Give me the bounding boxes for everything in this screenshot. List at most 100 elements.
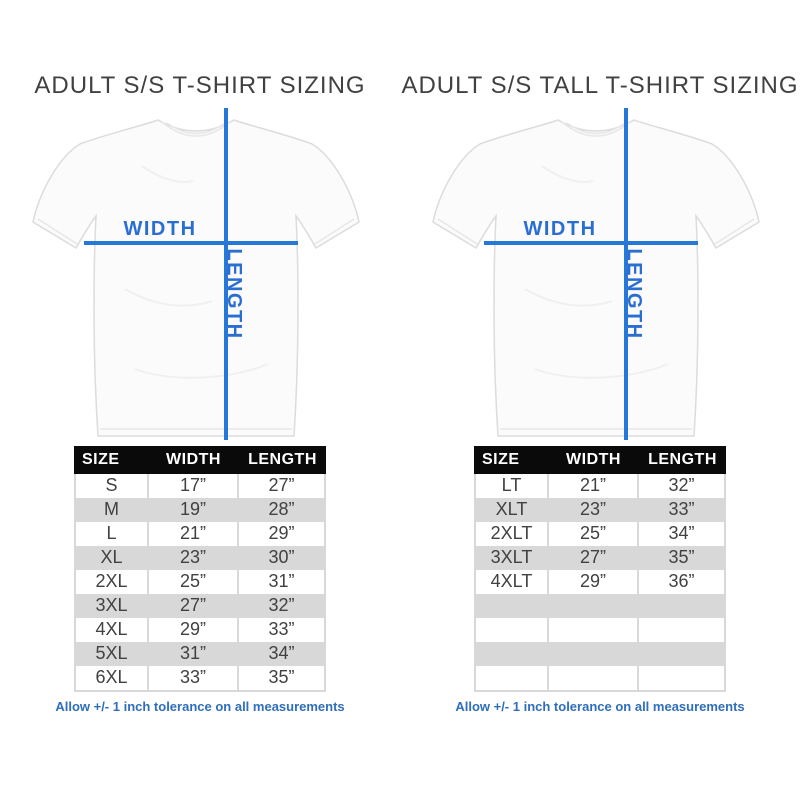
table-row: [476, 665, 724, 690]
panel-title: ADULT S/S T-SHIRT SIZING: [34, 72, 366, 99]
table-cell: 27”: [239, 473, 324, 498]
table-cell: 34”: [639, 521, 724, 546]
wrinkle: [541, 164, 594, 183]
table-row: L 21” 29”: [76, 521, 324, 546]
table-cell: 25”: [549, 521, 637, 546]
column-header-width: WIDTH: [566, 450, 621, 468]
length-label: LENGTH: [623, 248, 645, 339]
table-cell: LT: [476, 473, 547, 498]
wrinkle: [141, 164, 194, 183]
tall-sizing-panel: ADULT S/S TALL T-SHIRT SIZING WIDTH LENG…: [400, 72, 800, 714]
wrinkle: [124, 287, 213, 307]
table-cell: 29”: [549, 569, 637, 594]
table-cell: 28”: [268, 499, 295, 520]
right-sleeve-seam: [714, 217, 755, 245]
table-cell: 32”: [268, 595, 295, 616]
table-cell: 33”: [239, 617, 324, 642]
width-label: WIDTH: [523, 218, 596, 240]
table-cell: [476, 665, 547, 690]
table-cell: 35”: [239, 665, 324, 690]
table-cell: [639, 594, 724, 618]
column-header-size: SIZE: [82, 450, 120, 468]
table-row: 5XL 31” 34”: [76, 642, 324, 666]
size-table: SIZE WIDTH LENGTH LT 21” 32” XLT 23” 33” 2XLT 2…: [474, 445, 726, 692]
table-cell: 30”: [268, 547, 295, 568]
table-row: XLT 23” 33”: [476, 498, 724, 522]
tshirt-body: [32, 118, 360, 437]
column-header-length: LENGTH: [648, 450, 717, 468]
table-row: XL 23” 30”: [76, 546, 324, 570]
table-row: 6XL 33” 35”: [76, 665, 324, 690]
wrinkle: [524, 287, 613, 307]
table-row: 4XL 29” 33”: [76, 617, 324, 642]
tolerance-note: Allow +/- 1 inch tolerance on all measur…: [455, 698, 745, 714]
wrinkle: [534, 362, 669, 379]
table-row: LT 21” 32”: [476, 473, 724, 498]
tolerance-note: Allow +/- 1 inch tolerance on all measur…: [55, 698, 345, 714]
column-header-width: WIDTH: [166, 450, 221, 468]
table-header-row: SIZE WIDTH LENGTH: [474, 445, 726, 474]
column-header-length: LENGTH: [248, 450, 317, 468]
table-cell: [639, 642, 724, 666]
table-row: [476, 642, 724, 666]
size-chart-page: ADULT S/S T-SHIRT SIZING WIDTH LENGTH S: [0, 72, 800, 714]
table-cell: [549, 594, 637, 618]
table-cell: [476, 594, 547, 618]
table-cell: 6XL: [76, 665, 147, 690]
table-cell: S: [76, 473, 147, 498]
table-row: [476, 594, 724, 618]
tshirt-diagram: WIDTH LENGTH: [30, 104, 370, 444]
table-cell: 36”: [639, 569, 724, 594]
table-row: S 17” 27”: [76, 473, 324, 498]
collar-ribbing: [161, 121, 231, 137]
regular-sizing-panel: ADULT S/S T-SHIRT SIZING WIDTH LENGTH S: [0, 72, 400, 714]
table-cell: 35”: [668, 547, 695, 568]
table-cell: XLT: [495, 499, 528, 520]
table-cell: 25”: [149, 569, 237, 594]
table-cell: [639, 617, 724, 642]
tshirt-illustration: WIDTH LENGTH: [432, 107, 760, 440]
length-label: LENGTH: [223, 248, 245, 339]
table-cell: [549, 617, 637, 642]
table-cell: 33”: [149, 665, 237, 690]
left-sleeve-seam: [37, 217, 78, 245]
table-cell: 4XLT: [476, 569, 547, 594]
table-cell: 5XL: [95, 643, 128, 664]
table-cell: 2XLT: [476, 521, 547, 546]
panel-title: ADULT S/S TALL T-SHIRT SIZING: [401, 72, 799, 99]
table-cell: 3XL: [95, 595, 128, 616]
table-cell: [549, 642, 637, 666]
table-row: [476, 617, 724, 642]
wrinkle: [134, 362, 269, 379]
table-row: 2XL 25” 31”: [76, 569, 324, 594]
column-header-size: SIZE: [482, 450, 520, 468]
tshirt-diagram: WIDTH LENGTH: [430, 104, 770, 444]
table-cell: 27”: [579, 547, 606, 568]
table-cell: [476, 617, 547, 642]
table-cell: 19”: [179, 499, 206, 520]
table-row: 3XL 27” 32”: [76, 594, 324, 618]
table-cell: 34”: [268, 643, 295, 664]
table-cell: [549, 665, 637, 690]
table-cell: [476, 642, 547, 666]
table-cell: 29”: [149, 617, 237, 642]
table-cell: 32”: [639, 473, 724, 498]
table-cell: 23”: [179, 547, 206, 568]
table-cell: 23”: [579, 499, 606, 520]
table-header-row: SIZE WIDTH LENGTH: [74, 445, 326, 474]
table-row: 3XLT 27” 35”: [476, 546, 724, 570]
table-row: M 19” 28”: [76, 498, 324, 522]
table-cell: L: [76, 521, 147, 546]
table-cell: [639, 665, 724, 690]
width-label: WIDTH: [123, 218, 196, 240]
table-cell: 29”: [239, 521, 324, 546]
right-sleeve-seam: [314, 217, 355, 245]
table-cell: M: [104, 499, 119, 520]
table-row: 2XLT 25” 34”: [476, 521, 724, 546]
table-cell: 4XL: [76, 617, 147, 642]
collar-ribbing-inner: [566, 121, 626, 134]
size-table: SIZE WIDTH LENGTH S 17” 27” M 19” 28” L 21” 29” X…: [74, 445, 326, 692]
table-body: LT 21” 32” XLT 23” 33” 2XLT 25” 34” 3XLT 27” 35” 4XL…: [474, 473, 726, 692]
table-cell: 17”: [149, 473, 237, 498]
collar-ribbing-inner: [166, 121, 226, 134]
